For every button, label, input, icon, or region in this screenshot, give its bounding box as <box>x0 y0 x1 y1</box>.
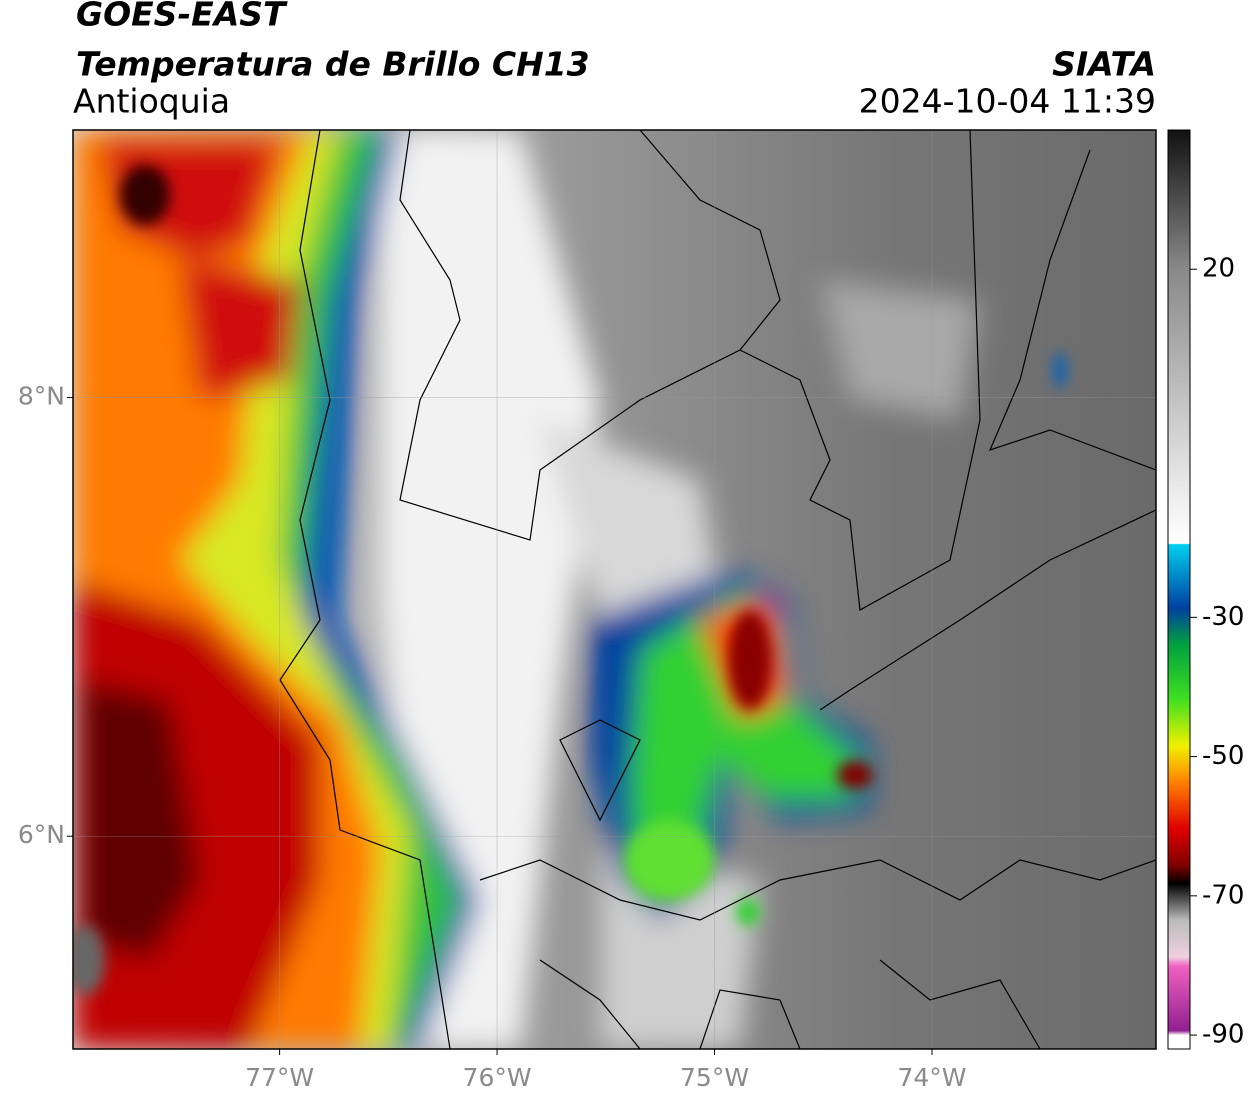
region: Antioquia <box>73 82 230 121</box>
x-tick-label: 77°W <box>245 1063 314 1092</box>
x-tick-label: 75°W <box>680 1063 749 1092</box>
colorbar-tick-label: -30 <box>1202 602 1244 632</box>
datetime: 2024-10-04 11:39 <box>859 82 1156 121</box>
x-tick-label: 74°W <box>897 1063 966 1092</box>
colorbar-tick-label: -50 <box>1202 741 1244 771</box>
source: SIATA <box>1052 45 1156 84</box>
y-tick-label: 6°N <box>18 820 65 849</box>
subtitle: Temperatura de Brillo CH13 <box>76 45 590 84</box>
title: GOES-EAST <box>76 0 288 34</box>
colorbar-tick-label: 20 <box>1202 254 1235 284</box>
colorbar-tick-label: -70 <box>1202 880 1244 910</box>
satellite-image <box>73 130 1156 1049</box>
x-tick-label: 76°W <box>463 1063 532 1092</box>
y-tick-label: 8°N <box>18 382 65 411</box>
colorbar-tick-label: -90 <box>1202 1020 1244 1050</box>
map-frame <box>72 129 1157 1050</box>
graticule <box>73 130 1156 1049</box>
colorbar <box>1167 129 1191 1050</box>
